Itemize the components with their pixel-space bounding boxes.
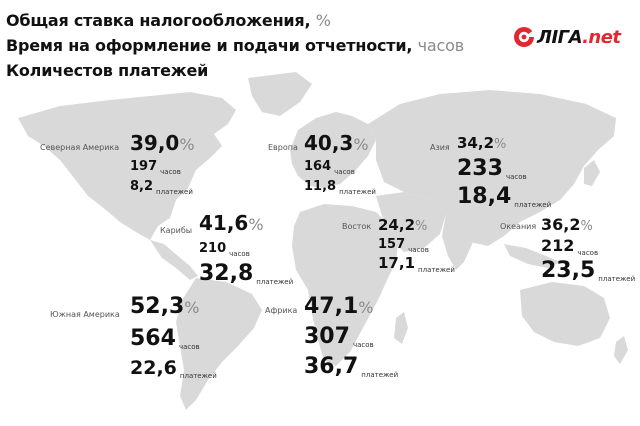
region-name: Южная Америка	[50, 310, 120, 319]
payments: 11,8 платежей	[304, 179, 376, 196]
land-asia	[368, 90, 616, 246]
legend-payments-text: Количестов платежей	[6, 61, 209, 80]
liga-logo[interactable]: ЛІГА.net	[513, 26, 621, 48]
legend-payments: Количестов платежей	[6, 58, 464, 83]
liga-logo-text: ЛІГА.net	[537, 27, 621, 48]
hours: 233 часов	[457, 156, 527, 181]
land-southeast-asia	[504, 244, 560, 268]
tax-rate: 40,3%	[304, 131, 369, 155]
land-south-america	[176, 278, 262, 410]
legend-tax-rate: Общая ставка налогообложения, %	[6, 8, 464, 33]
liga-logo-icon	[514, 27, 534, 47]
land-new-zealand	[614, 336, 628, 364]
hours: 307 часов	[304, 324, 374, 349]
region-name: Карибы	[160, 226, 193, 235]
tax-rate: 34,2%	[457, 134, 507, 152]
tax-rate: 36,2%	[541, 215, 593, 234]
tax-rate: 24,2%	[378, 216, 428, 234]
region-name: Азия	[430, 143, 450, 152]
region-name: Африка	[265, 306, 298, 315]
legend-time-unit: часов	[417, 36, 464, 55]
legend-time-text: Время на оформление и подачи отчетности,	[6, 36, 413, 55]
legend-tax-rate-text: Общая ставка налогообложения,	[6, 11, 311, 30]
tax-rate: 52,3%	[130, 294, 200, 319]
tax-rate: 39,0%	[130, 131, 195, 155]
land-europe	[290, 112, 376, 188]
payments: 23,5 платежей	[541, 258, 636, 283]
liga-logo-domain: .net	[582, 26, 621, 48]
payments: 17,1 платежей	[378, 254, 455, 274]
payments: 32,8 платежей	[199, 261, 294, 286]
land-australia	[520, 282, 610, 346]
hours: 564 часов	[130, 326, 200, 351]
legend: Общая ставка налогообложения, % Время на…	[6, 8, 464, 83]
payments: 8,2 платежей	[130, 179, 193, 196]
land-greenland	[248, 72, 312, 116]
tax-rate: 41,6%	[199, 211, 264, 235]
hours: 210 часов	[199, 241, 250, 258]
hours: 157 часов	[378, 237, 429, 254]
region-name: Восток	[342, 222, 372, 231]
land-japan	[584, 160, 600, 186]
land-madagascar	[394, 312, 408, 344]
land-north-america	[18, 92, 236, 240]
land-india	[442, 214, 474, 270]
region-name: Северная Америка	[40, 143, 120, 152]
payments: 22,6 платежей	[130, 357, 217, 380]
land-africa	[292, 204, 398, 366]
payments: 36,7 платежей	[304, 354, 399, 379]
hours: 212 часов	[541, 236, 599, 257]
legend-tax-rate-unit: %	[315, 11, 331, 30]
liga-logo-brand: ЛІГА	[537, 26, 583, 48]
payments: 18,4 платежей	[457, 184, 552, 209]
region-name: Европа	[268, 143, 298, 152]
land-middle-east	[376, 192, 446, 252]
legend-time: Время на оформление и подачи отчетности,…	[6, 33, 464, 58]
land-central-america	[150, 240, 198, 280]
region-name: Океания	[500, 222, 537, 231]
tax-rate: 47,1%	[304, 294, 374, 319]
hours: 197 часов	[130, 159, 181, 176]
hours: 164 часов	[304, 159, 355, 176]
